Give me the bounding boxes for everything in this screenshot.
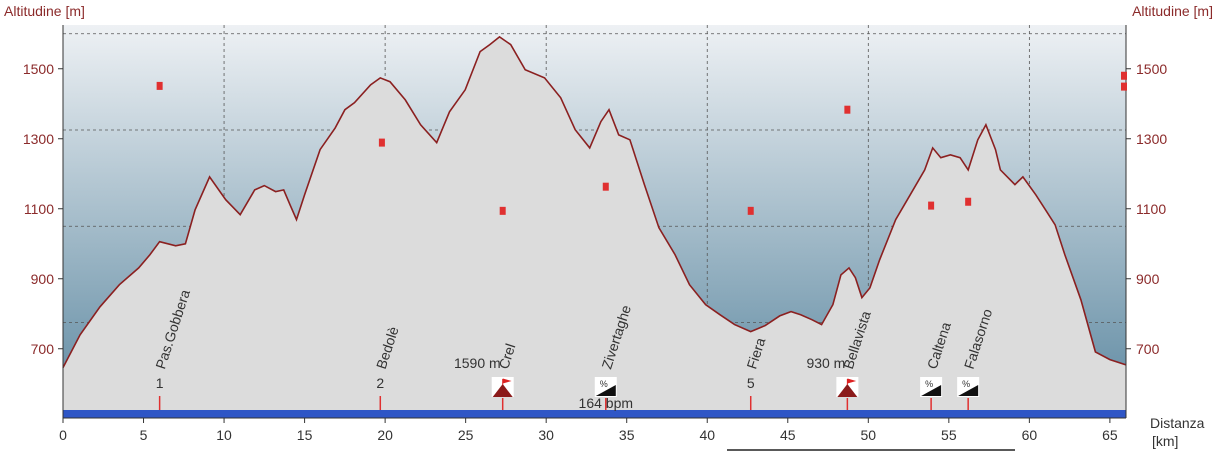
x-tick-label: 15 xyxy=(297,427,313,443)
waypoint-icon xyxy=(491,377,514,397)
marker xyxy=(378,138,385,147)
x-tick-label: 20 xyxy=(377,427,393,443)
icon-flag xyxy=(846,378,857,385)
y2-tick-label: 900 xyxy=(1136,271,1160,287)
waypoint-icon: % xyxy=(594,377,617,397)
icon-slope xyxy=(921,385,942,396)
waypoint-number: 2 xyxy=(376,375,384,391)
marker xyxy=(747,206,754,215)
waypoint-altitude: 930 m xyxy=(806,355,845,371)
x-tick-label: 60 xyxy=(1022,427,1038,443)
waypoint-label: Crel xyxy=(495,342,518,371)
x-tick-label: 45 xyxy=(780,427,796,443)
x-tick-label: 35 xyxy=(619,427,635,443)
marker xyxy=(1121,82,1127,91)
y2-tick-label: 1300 xyxy=(1136,131,1167,147)
marker xyxy=(965,197,972,206)
icon-slope xyxy=(595,385,616,396)
y2-tick-label: 1100 xyxy=(1136,201,1166,217)
waypoint-icon xyxy=(836,377,859,397)
waypoint-icon: % xyxy=(920,377,943,397)
y2-tick-label: 700 xyxy=(1136,341,1160,357)
x-axis-unit: [km] xyxy=(1152,433,1178,449)
marker xyxy=(156,81,163,90)
marker xyxy=(602,182,609,191)
y-tick-label: 1500 xyxy=(23,61,54,77)
y-tick-label: 1100 xyxy=(24,201,54,217)
waypoint-number: 1 xyxy=(156,375,164,391)
marker xyxy=(1121,71,1127,80)
x-tick-label: 40 xyxy=(699,427,715,443)
icon-percent: % xyxy=(925,379,933,389)
x-tick-label: 0 xyxy=(59,427,67,443)
icon-flag xyxy=(502,378,512,385)
y2-axis-label: Altitudine [m] xyxy=(1132,3,1213,19)
x-tick-label: 55 xyxy=(941,427,957,443)
x-tick-label: 30 xyxy=(538,427,554,443)
y-tick-label: 1300 xyxy=(23,131,54,147)
x-tick-label: 10 xyxy=(216,427,232,443)
profile-line xyxy=(62,35,1127,368)
marker xyxy=(928,201,935,210)
annotation: 164 bpm xyxy=(579,395,633,411)
marker xyxy=(844,105,851,114)
icon-percent: % xyxy=(962,379,970,389)
y-axis-label: Altitudine [m] xyxy=(4,3,85,19)
x-tick-label: 5 xyxy=(140,427,148,443)
x-axis-label: Distanza xyxy=(1150,415,1205,431)
icon-mountain xyxy=(492,384,513,397)
distance-bar xyxy=(63,410,1126,418)
x-tick-label: 50 xyxy=(861,427,877,443)
y2-tick-label: 1500 xyxy=(1136,61,1167,77)
waypoint-number: 5 xyxy=(747,375,755,391)
x-tick-label: 65 xyxy=(1102,427,1118,443)
icon-mountain xyxy=(837,384,858,397)
y-tick-label: 900 xyxy=(31,271,55,287)
x-tick-label: 25 xyxy=(458,427,474,443)
waypoint-icon: % xyxy=(957,377,980,397)
icon-slope xyxy=(958,385,979,396)
marker xyxy=(499,206,506,215)
y-tick-label: 700 xyxy=(31,341,55,357)
waypoint-altitude: 1590 m xyxy=(454,355,501,371)
profile-fill xyxy=(63,36,1126,411)
icon-percent: % xyxy=(600,379,608,389)
